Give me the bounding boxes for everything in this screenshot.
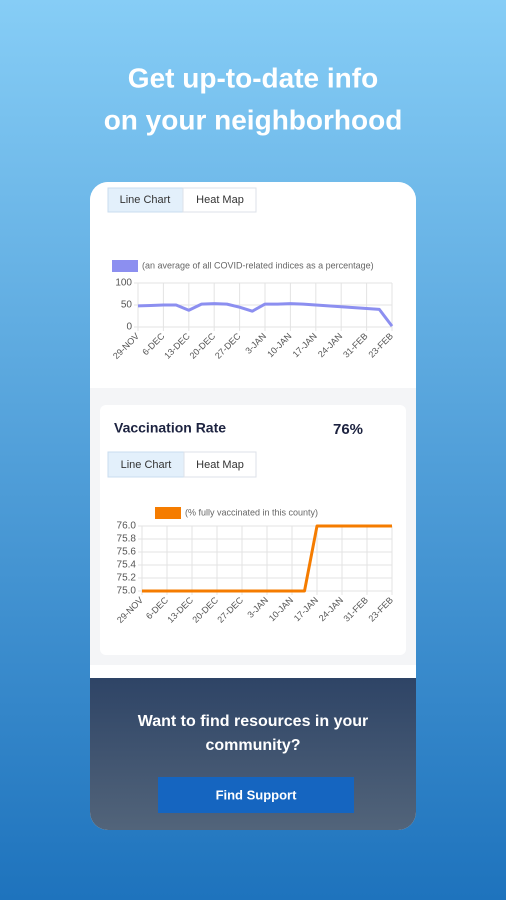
y-tick-label: 75.0	[117, 586, 137, 597]
y-tick-label: 75.6	[117, 547, 137, 558]
tab-label[interactable]: Line Chart	[121, 459, 172, 471]
y-tick-label: 76.0	[117, 521, 137, 532]
headline: Get up-to-date info	[128, 62, 378, 93]
banner-text: Want to find resources in your	[138, 713, 369, 730]
tab-label[interactable]: Heat Map	[196, 459, 244, 471]
legend-swatch	[155, 507, 181, 519]
card-title: Vaccination Rate	[114, 420, 226, 436]
tab[interactable]	[107, 451, 185, 478]
tab-label[interactable]: Heat Map	[196, 194, 244, 206]
tab[interactable]	[107, 187, 184, 213]
data-line	[142, 524, 392, 593]
y-tick-label: 0	[126, 322, 132, 333]
tab-label[interactable]: Line Chart	[120, 194, 171, 206]
button-label[interactable]: Find Support	[216, 787, 298, 802]
tab[interactable]	[183, 451, 257, 478]
banner-text: community?	[205, 737, 300, 754]
headline: on your neighborhood	[104, 104, 403, 135]
y-tick-label: 75.4	[117, 560, 137, 571]
rate: 76%	[333, 421, 363, 438]
y-tick-label: 75.2	[117, 573, 137, 584]
legend-label: (an average of all COVID-related indices…	[142, 260, 374, 270]
card	[90, 182, 416, 830]
y-tick-label: 75.8	[117, 534, 137, 545]
find-support-button[interactable]	[158, 777, 354, 813]
y-tick-label: 50	[121, 300, 133, 311]
legend-swatch	[112, 260, 138, 272]
tab[interactable]	[182, 187, 257, 213]
spacer	[90, 665, 416, 679]
index-section	[90, 182, 416, 388]
y-tick-label: 100	[115, 278, 132, 289]
legend-label: (% fully vaccinated in this county)	[185, 507, 318, 517]
data-line	[137, 302, 394, 328]
